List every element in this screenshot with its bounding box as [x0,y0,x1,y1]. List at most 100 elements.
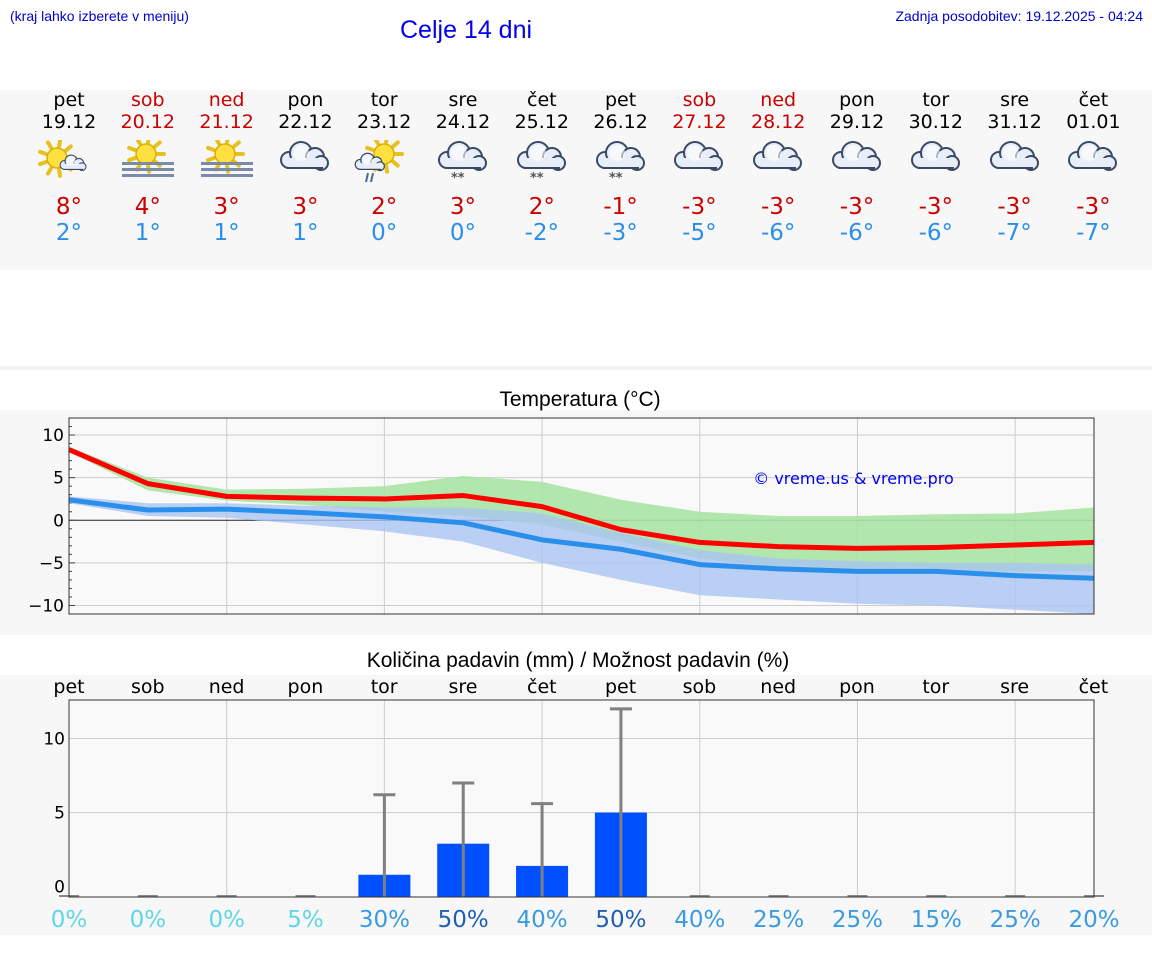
cloudy-icon [1068,141,1118,171]
day-column: ned 28.12 -3° -6° [738,89,818,247]
day-column: sre 24.12 ** 3° 0° [423,89,503,247]
temp-max: -3° [760,194,796,220]
svg-text:**: ** [609,171,623,186]
temp-min: -3° [603,220,638,246]
day-name: pet [604,89,637,111]
temp-ytick-label: 10 [42,426,64,446]
precip-day-label: čet [527,676,557,698]
temp-max: 3° [449,194,477,220]
temp-min: 0° [371,220,398,246]
temp-max: -3° [997,194,1032,220]
day-column: čet 01.01 -3° -7° [1053,89,1133,247]
cloudy-icon [280,141,330,171]
sun-fog-icon [200,140,253,177]
temp-ytick-label: −5 [39,554,64,574]
page-title: Celje 14 dni [400,16,533,44]
temp-min: 1° [213,220,240,246]
max-range-band [69,446,1094,572]
day-date: 22.12 [278,111,333,133]
cloud-snow-icon: ** [595,141,645,186]
temp-min: -2° [524,220,560,246]
min-range-band [69,496,1094,614]
temp-max: 2° [528,194,555,220]
cloudy-icon [674,141,724,171]
temp-min: -6° [918,220,954,246]
temp-max: -3° [918,194,954,220]
temp-ytick-label: −10 [28,596,64,616]
last-updated: Zadnja posodobitev: 19.12.2025 - 04:24 [895,8,1143,24]
precip-day-label: pon [287,676,324,698]
day-date: 27.12 [672,111,727,133]
day-name: sob [682,89,717,111]
day-column: pet 26.12 ** -1° -3° [581,89,661,247]
precip-day-label: sre [1000,676,1030,698]
cloudy-icon [910,141,960,171]
day-name: sre [1000,89,1030,111]
precip-day-label: čet [1078,676,1109,698]
temp-max: -3° [1076,194,1111,220]
cloudy-icon [832,141,881,171]
day-date: 01.01 [1066,111,1121,133]
temp-max: 8° [55,194,83,220]
day-date: 26.12 [593,111,648,133]
day-column: pet 19.12 8° 2° [29,90,109,246]
temp-max: 3° [213,194,240,220]
svg-text:**: ** [530,171,544,186]
temp-max: 3° [292,194,319,220]
temp-min: -6° [839,220,875,246]
day-name: čet [527,89,557,111]
day-column: tor 30.12 -3° -6° [896,89,976,247]
temp-max: -1° [603,194,638,220]
sun-cloud-icon [38,140,87,178]
min-temp-line [68,497,1095,581]
day-column: sre 31.12 -3° -7° [975,89,1055,247]
cloud-snow-icon: ** [516,141,566,186]
section-divider [0,366,1152,370]
watermark: © vreme.us & vreme.pro [753,469,954,488]
temp-min: -6° [760,220,796,246]
region-hint[interactable]: (kraj lahko izberete v meniju) [10,8,189,24]
cloudy-icon [989,141,1039,171]
precip-day-label: pet [604,676,637,698]
day-date: 29.12 [829,111,885,133]
temp-ytick-label: 5 [53,469,64,489]
day-date: 19.12 [41,111,97,133]
day-date: 23.12 [356,111,412,133]
temp-min: -5° [682,220,717,246]
precip-day-label: pet [53,676,85,698]
precip-day-label: ned [208,676,245,698]
day-date: 24.12 [435,111,491,133]
precip-day-label: sre [448,676,478,698]
day-column: čet 25.12 ** 2° -2° [502,89,582,247]
precip-day-label: tor [370,676,398,698]
temperature-chart-title: Temperatura (°C) [499,388,661,411]
day-column: sob 27.12 -3° -5° [659,89,739,247]
day-date: 28.12 [750,111,806,133]
day-name: pon [839,89,875,111]
temp-min: -7° [997,220,1032,246]
temp-max: -3° [682,194,717,220]
day-column: tor 23.12 2° 0° [344,90,424,246]
day-name: sre [448,89,478,111]
day-date: 25.12 [514,111,569,133]
day-name: ned [760,89,797,111]
temp-min: 1° [134,220,161,246]
day-date: 31.12 [987,111,1042,133]
temp-min: 1° [292,220,319,246]
day-name: čet [1078,89,1109,111]
day-name: ned [208,89,245,111]
day-name: tor [922,89,950,111]
svg-text:**: ** [451,171,465,186]
day-date: 30.12 [908,111,963,133]
day-column: ned 21.12 3° 1° [187,89,267,247]
day-column: sob 20.12 4° 1° [108,90,188,247]
temp-min: 0° [449,220,477,246]
precip-day-label: ned [760,676,797,698]
day-column: pon 29.12 -3° -6° [817,89,897,247]
day-name: pet [53,89,85,111]
precip-day-label: pon [839,676,875,698]
sun-fog-icon [121,140,174,177]
day-date: 20.12 [120,111,175,133]
precip-day-label: sob [682,676,717,698]
cloud-snow-icon: ** [438,141,487,186]
